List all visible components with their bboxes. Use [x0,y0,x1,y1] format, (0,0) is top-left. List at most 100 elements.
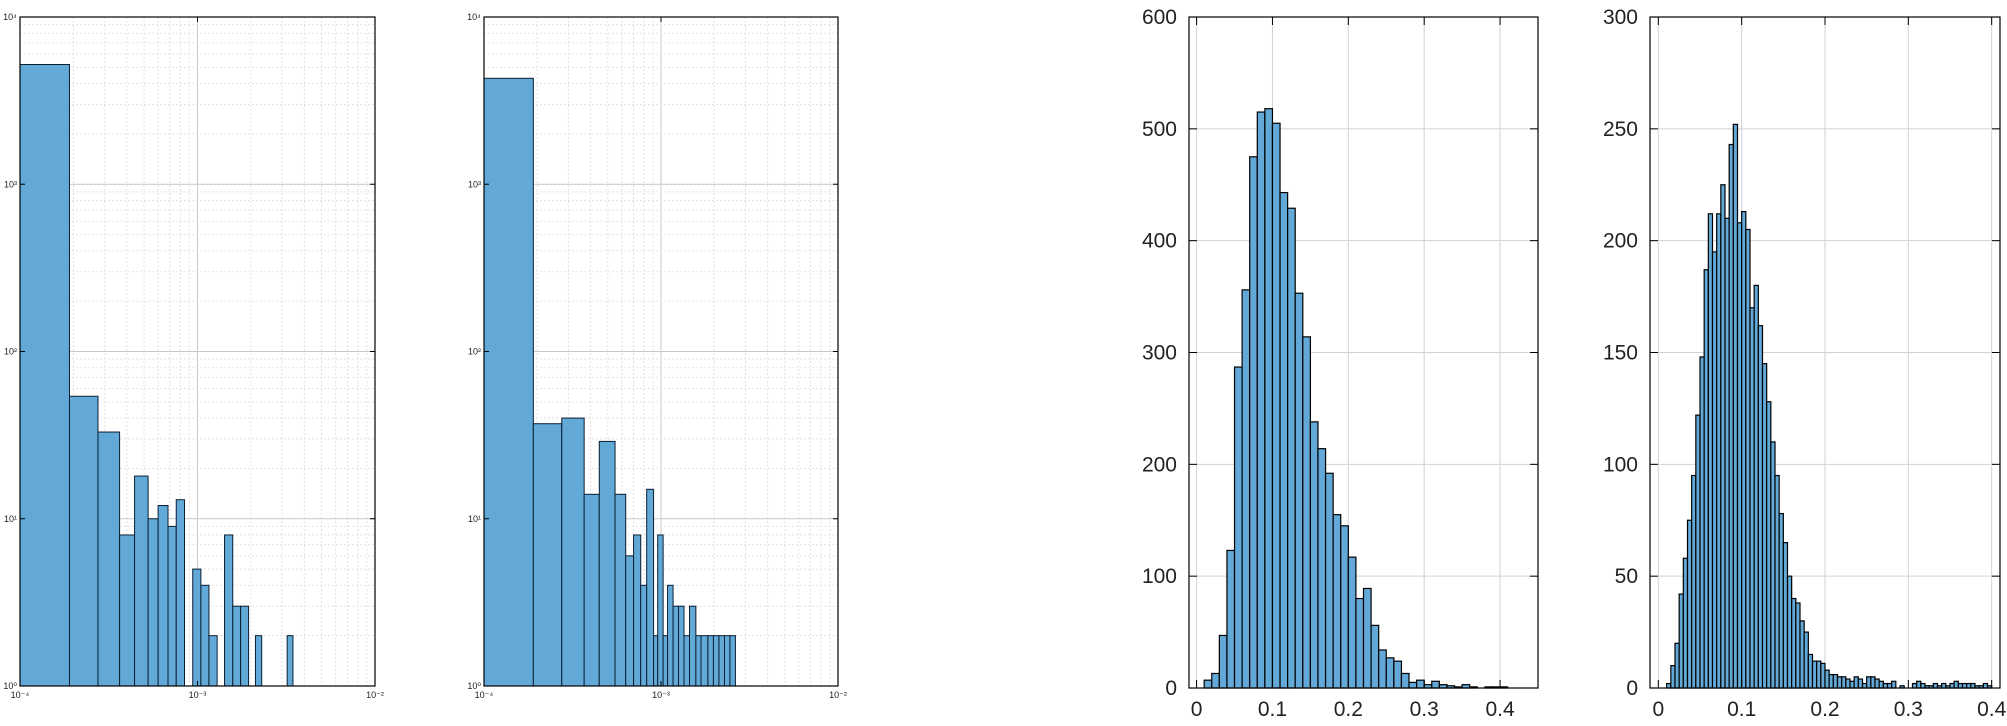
x-tick-label: 0.2 [1334,698,1363,721]
y-tick-label: 300 [1142,342,1177,365]
histogram-bar [1233,366,1243,689]
histogram-bar [192,568,202,687]
histogram-bar [1916,680,1922,689]
histogram-bar [1695,414,1701,689]
histogram-bar [614,493,627,687]
histogram-bar [1749,307,1755,689]
histogram-bar [1824,669,1830,689]
histogram-bar [1920,682,1926,689]
histogram-bar [1799,620,1805,689]
histogram-bar [683,635,691,687]
histogram-bar [1961,682,1968,689]
histogram-bar [1957,682,1964,689]
histogram-bar [689,605,697,687]
histogram-bar [1670,665,1676,689]
histogram-bar [1400,672,1410,689]
histogram-bar [662,635,669,687]
x-tick-label: 10⁻³ [189,690,207,700]
histogram-bar [1226,549,1236,689]
histogram-bar [1408,681,1418,689]
y-tick-label: 10¹ [4,514,17,524]
x-tick-label: 0.1 [1258,698,1287,721]
histogram-bar [254,635,263,687]
histogram-bar [1317,448,1327,689]
y-tick-label: 50 [1615,565,1638,588]
histogram-bar [1886,682,1893,689]
histogram-bar [1911,682,1918,689]
y-tick-label: 10⁴ [467,12,481,22]
histogram-bar [1271,122,1281,689]
histogram-bar [1309,421,1319,689]
histogram-panel-4: 0 0.1 0.2 0.3 0.4 0 50 100 150 200 250 300 [1603,6,2007,721]
histogram-bar [1870,676,1876,689]
histogram-bar [97,431,121,687]
histogram-bar [1745,228,1751,689]
histogram-bar [1686,519,1693,689]
histogram-bar [657,534,664,687]
histogram-bar [1720,184,1726,689]
histogram-bar [1279,191,1289,689]
histogram-bar [1355,597,1365,689]
y-tick-label: 200 [1142,453,1177,476]
y-tick-label: 250 [1603,118,1638,141]
histogram-bar [1866,676,1872,689]
histogram-bar [1264,108,1274,689]
histogram-bar [1678,593,1684,689]
histogram-bar [1707,213,1714,689]
histogram-bar [718,635,725,687]
y-tick-label: 10² [4,347,17,357]
histogram-bar [1203,679,1213,689]
histogram-bar [1966,682,1972,689]
y-tick-label: 10³ [468,179,481,189]
histogram-bar [532,423,563,687]
histogram-bar [1724,217,1730,689]
histogram-bar [646,488,655,687]
histogram-bar [1782,542,1789,689]
histogram-bar [667,584,674,687]
histogram-bar [157,505,169,687]
x-tick-label: 10⁻⁴ [475,690,494,700]
histogram-bar [1853,676,1859,689]
histogram-bar [1753,284,1759,689]
histogram-bar [625,555,635,687]
histogram-bar [119,534,136,687]
x-tick-label: 10⁻² [366,690,384,700]
y-tick-label: 600 [1142,6,1177,29]
histogram-bar [729,635,736,687]
histogram-bar [583,493,600,687]
x-tick-label: 10⁻³ [652,690,670,700]
histogram-bar [1982,682,1989,689]
histogram-bar [1732,123,1739,689]
histogram-bar [1256,111,1266,689]
histogram-bar [678,605,685,687]
histogram-bar [653,635,659,687]
histogram-bar [1431,680,1440,689]
histogram-bar [1766,401,1772,689]
histogram-bar [1728,143,1734,689]
y-tick-label: 300 [1603,6,1638,29]
histogram-bar [1711,251,1718,689]
histogram-bar [1949,682,1955,689]
histogram-bar [208,635,218,687]
histogram-bar [1699,356,1705,689]
histogram-bar [1770,441,1776,689]
x-tick-label: 0.2 [1810,698,1839,721]
histogram-bar [707,635,714,687]
histogram-bar [1882,682,1889,689]
y-tick-label: 10⁴ [3,12,17,22]
x-tick-label: 0 [1652,698,1664,721]
x-tick-label: 0.3 [1894,698,1923,721]
histogram-panel-3: 0 0.1 0.2 0.3 0.4 0 100 200 300 400 500 600 [1142,6,1539,721]
histogram-bar [240,605,250,687]
histogram-bar [167,525,177,687]
histogram-bar [1795,602,1801,689]
histogram-bar [1761,363,1768,689]
histogram-bar [1811,660,1818,689]
histogram-bar [134,475,149,687]
y-tick-label: 150 [1603,342,1638,365]
y-tick-label: 0 [1626,677,1638,700]
histogram-bar [1932,682,1939,689]
histogram-bar [224,534,234,687]
x-tick-label: 0.3 [1410,698,1439,721]
histogram-bar [1716,213,1722,689]
